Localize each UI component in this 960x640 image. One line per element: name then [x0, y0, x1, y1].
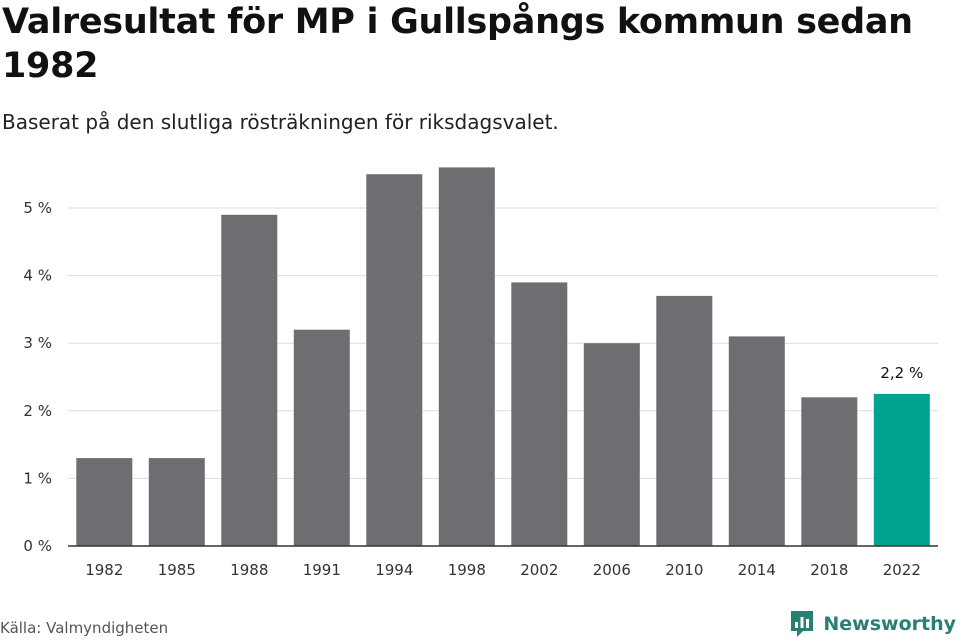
y-tick-label: 5 % — [23, 199, 52, 217]
bar-chart: 0 % 1 % 2 % 3 % 4 % 5 % 1982 1985 1988 1991 1994 19… — [23, 167, 938, 579]
brand-logo: Newsworthy — [789, 609, 956, 639]
bar — [728, 336, 785, 546]
x-tick-label: 2018 — [810, 561, 848, 579]
x-tick-label: 1998 — [448, 561, 486, 579]
bar — [583, 343, 640, 546]
bar — [801, 397, 858, 546]
brand-name: Newsworthy — [823, 613, 956, 635]
x-tick-label: 1988 — [230, 561, 268, 579]
y-tick-label: 3 % — [23, 334, 52, 352]
x-tick-label: 1991 — [303, 561, 341, 579]
x-tick-label: 1994 — [375, 561, 413, 579]
bar — [438, 167, 495, 546]
bar-highlight — [873, 393, 930, 546]
y-tick-label: 0 % — [23, 537, 52, 555]
bar — [656, 295, 713, 546]
x-tick-label: 1982 — [85, 561, 123, 579]
chart-title: Valresultat för MP i Gullspångs kommun s… — [2, 2, 913, 86]
bar — [221, 214, 278, 547]
x-tick-label: 2022 — [883, 561, 921, 579]
y-tick-label: 2 % — [23, 402, 52, 420]
source-note: Källa: Valmyndigheten — [0, 619, 169, 637]
newsworthy-logo-icon — [791, 611, 814, 637]
x-tick-label: 2010 — [665, 561, 703, 579]
bar — [511, 282, 568, 546]
chart-subtitle: Baserat på den slutliga rösträkningen fö… — [2, 110, 559, 134]
y-tick-label: 1 % — [23, 469, 52, 487]
x-tick-label: 2014 — [738, 561, 776, 579]
bar — [293, 329, 350, 546]
bar — [76, 458, 133, 546]
data-label: 2,2 % — [880, 364, 923, 382]
x-tick-label: 1985 — [158, 561, 196, 579]
x-tick-label: 2002 — [520, 561, 558, 579]
y-tick-label: 4 % — [23, 267, 52, 285]
bar — [366, 174, 423, 546]
bar — [148, 458, 205, 546]
x-tick-label: 2006 — [593, 561, 631, 579]
